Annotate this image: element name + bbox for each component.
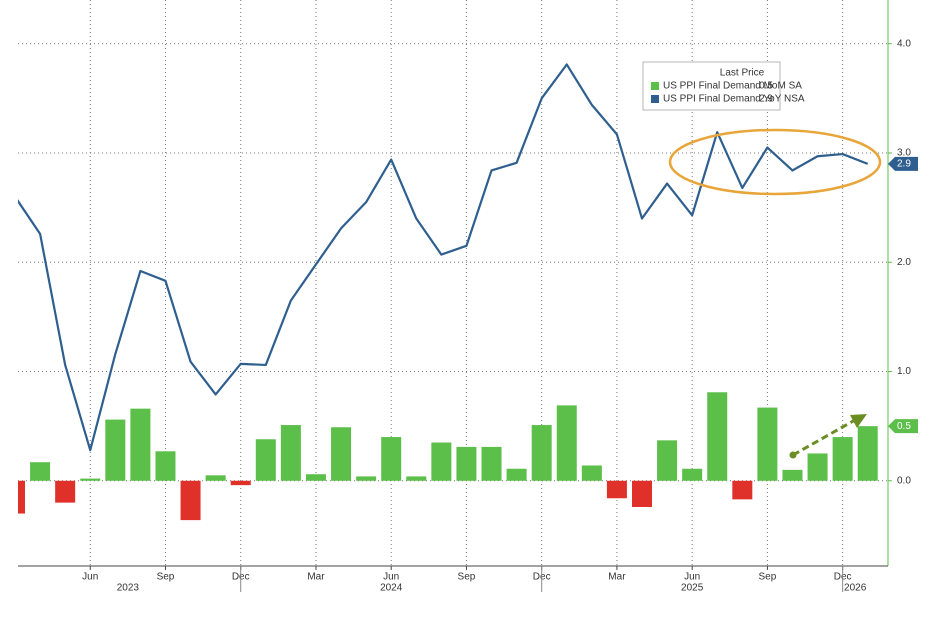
bar — [18, 480, 25, 514]
highlight-ellipse — [668, 128, 882, 196]
bar — [832, 437, 853, 481]
bar — [305, 474, 326, 481]
bar — [707, 392, 728, 481]
bar — [531, 425, 552, 481]
bar — [331, 427, 352, 481]
x-tick-label: Sep — [759, 572, 777, 583]
bar — [205, 475, 226, 481]
bar — [381, 437, 402, 481]
legend-value: 0.5 — [759, 81, 773, 92]
bar — [105, 419, 126, 481]
bar — [807, 453, 828, 481]
bar — [155, 451, 176, 481]
bar — [682, 468, 703, 481]
y-tick-label: 2.0 — [897, 257, 911, 268]
bar — [130, 408, 151, 481]
year-label: 2024 — [380, 583, 403, 594]
bar — [732, 480, 753, 500]
bar — [230, 480, 251, 486]
x-tick-label: Sep — [157, 572, 175, 583]
bar — [581, 465, 602, 481]
legend-swatch — [651, 82, 659, 90]
legend-box — [642, 61, 781, 111]
x-tick-label: Jun — [82, 572, 98, 583]
bar — [506, 468, 527, 481]
legend-value: 2.9 — [759, 94, 773, 105]
bar — [55, 480, 76, 503]
y-tick-label: 0.0 — [897, 475, 911, 486]
legend-title: Last Price — [720, 68, 765, 79]
x-tick-label: Sep — [458, 572, 476, 583]
last-value-label: 0.5 — [897, 421, 911, 432]
bar — [456, 446, 477, 481]
x-tick-label: Jun — [383, 572, 399, 583]
year-label: 2025 — [681, 583, 704, 594]
bar — [782, 469, 803, 481]
bar — [80, 478, 101, 481]
bar — [180, 480, 201, 521]
last-value-tag — [888, 419, 918, 434]
y-tick-label: 3.0 — [897, 148, 911, 159]
bar — [431, 442, 452, 481]
year-label: 2026 — [844, 583, 867, 594]
x-tick-label: Mar — [608, 572, 626, 583]
legend-label: US PPI Final Demand MoM SA — [663, 81, 802, 92]
legend-label: US PPI Final Demand YoY NSA — [663, 94, 805, 105]
bar — [255, 439, 276, 481]
bar — [280, 425, 301, 481]
bar — [657, 440, 678, 481]
last-value-label: 2.9 — [897, 159, 911, 170]
trend-arrow — [789, 414, 867, 459]
x-tick-label: Mar — [307, 572, 325, 583]
bar — [757, 407, 778, 481]
y-tick-label: 1.0 — [897, 366, 911, 377]
bar — [30, 462, 51, 481]
bar — [857, 426, 878, 481]
legend-swatch — [651, 95, 659, 103]
bar — [481, 446, 502, 481]
year-label: 2023 — [117, 583, 140, 594]
plot — [18, 0, 888, 566]
bar — [632, 480, 652, 507]
bar — [556, 405, 577, 481]
last-value-tag — [888, 156, 918, 171]
line — [18, 63, 869, 452]
bar — [606, 480, 627, 499]
y-tick-label: 4.0 — [897, 38, 911, 49]
bar — [406, 476, 427, 481]
x-tick-label: Jun — [684, 572, 700, 583]
bar — [356, 476, 377, 481]
